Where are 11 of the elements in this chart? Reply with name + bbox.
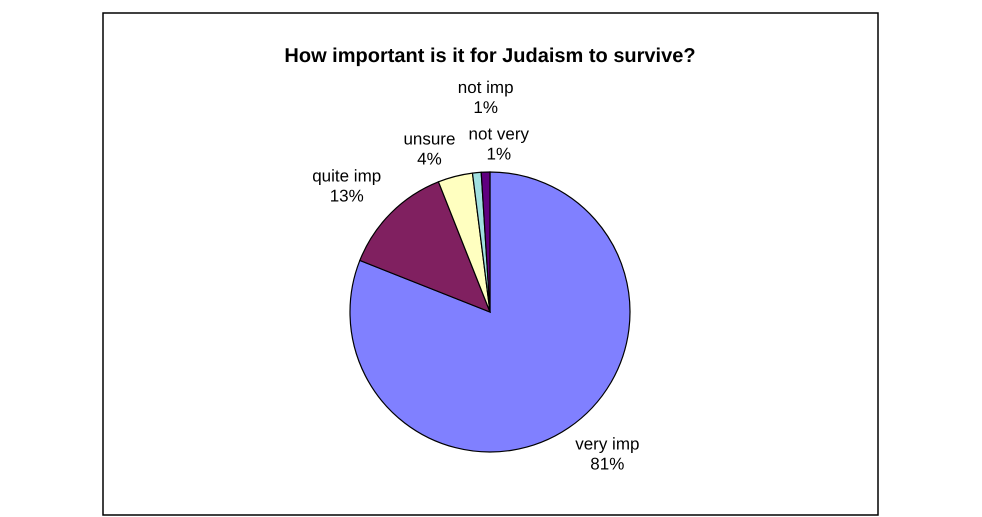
slice-label: quite imp xyxy=(312,166,382,186)
data-label: 4% xyxy=(417,149,442,168)
slice-label: unsure xyxy=(403,129,456,148)
data-label: 1% xyxy=(473,98,498,118)
slice-label: not very xyxy=(468,124,530,144)
slice-label: not imp xyxy=(458,78,514,98)
data-label: 1% xyxy=(486,144,512,164)
chart-title: How important is it for Judaism to survive? xyxy=(284,45,696,67)
data-label: 13% xyxy=(330,186,364,206)
data-label: 81% xyxy=(590,454,624,474)
slice-label: very imp xyxy=(575,434,640,454)
